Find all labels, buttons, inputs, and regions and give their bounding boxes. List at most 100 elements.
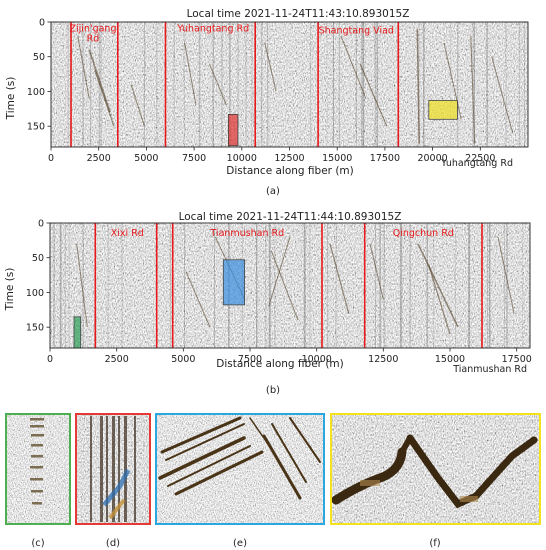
panel-a-trace-stripe xyxy=(518,22,520,147)
panel-b-trace-stripe xyxy=(214,223,215,348)
panel-b-trace-stripe xyxy=(409,223,411,348)
panel-b-trace-stripe xyxy=(82,223,84,348)
panel-a-vehicle-trace xyxy=(130,84,145,127)
panel-a-trace-stripe xyxy=(156,22,158,147)
panel-a-trace-stripe xyxy=(67,22,69,147)
panel-b-vehicle-trace xyxy=(268,236,291,307)
panel-b-x-tick-label: 0 xyxy=(47,354,53,365)
panel-a-trace-stripe xyxy=(198,22,201,147)
panel-a-trace-stripe xyxy=(361,22,363,147)
panel-b-x-tick-label: 12500 xyxy=(368,354,398,365)
zoom-panel-c: (c) xyxy=(5,413,71,549)
panel-b-trace-stripe xyxy=(468,223,470,348)
panel-b-y-tick-label: 50 xyxy=(32,253,44,264)
panel-b-trace-stripe xyxy=(469,223,471,348)
panel-a-trace-stripe xyxy=(418,22,420,147)
panel-b-trace-stripe xyxy=(121,223,123,348)
panel-a-vehicle-trace xyxy=(340,35,367,99)
panel-a-trace-stripe xyxy=(261,22,263,147)
panel-a-x-tick-label: 20000 xyxy=(417,153,447,164)
panel-b-trace-stripe xyxy=(426,223,428,348)
panel-b-trace-stripe xyxy=(309,223,311,348)
panel-a-caption: (a) xyxy=(266,186,280,197)
zoom-panel-f-caption: (f) xyxy=(429,538,440,549)
panel-b-road-label: Qingchun Rd xyxy=(393,228,454,239)
zoom-panel-c-border xyxy=(5,413,71,525)
panel-b-trace-stripe xyxy=(61,223,62,348)
panel-a-x-tick-label: 5000 xyxy=(134,153,158,164)
panel-a-trace-stripe xyxy=(338,22,340,147)
panel-a-trace-stripe xyxy=(82,22,84,147)
panel-b-trace-stripe xyxy=(184,223,185,348)
panel-a-road-label: Rd xyxy=(87,33,100,44)
panel-b: Local time 2021-11-24T11:44:10.893015Z X… xyxy=(4,211,532,396)
panel-b-trace-stripe xyxy=(265,223,267,348)
panel-b-trace-stripe xyxy=(433,223,435,348)
panel-a-trace-stripe xyxy=(362,22,364,147)
panel-a-trace-stripe xyxy=(457,22,459,147)
panel-a-trace-stripe xyxy=(486,22,488,147)
panel-b-trace-stripe xyxy=(504,223,505,348)
panel-b-trace-stripe xyxy=(383,223,385,348)
panel-b-x-tick-label: 10000 xyxy=(302,354,332,365)
panel-b-caption: (b) xyxy=(266,385,280,396)
panel-a-vehicle-trace xyxy=(491,56,514,134)
zoom-panel-e: (e) xyxy=(155,413,325,549)
panel-a-vehicle-trace xyxy=(77,35,90,99)
panel-a-trace-stripe xyxy=(245,22,247,147)
panel-a-trace-stripe xyxy=(251,22,253,147)
panel-b-y-tick-label: 0 xyxy=(38,219,44,230)
panel-a-vehicle-trace xyxy=(208,63,227,106)
panel-a-x-tick-label: 2500 xyxy=(87,153,111,164)
panel-a-trace-stripe xyxy=(229,22,231,147)
panel-b-road-label: Xixi Rd xyxy=(111,228,144,239)
panel-b-trace-stripe xyxy=(488,223,491,348)
panel-a-trace-stripe xyxy=(423,22,425,147)
panel-a-road-label: Yuhangtang Rd xyxy=(176,24,249,35)
panel-a-trace-stripe xyxy=(505,22,507,147)
panel-a-trace-stripe xyxy=(221,22,223,147)
panel-b-trace-stripe xyxy=(487,223,488,348)
zoom-panel-f-border xyxy=(330,413,541,525)
panel-b-trace-stripe xyxy=(327,223,329,348)
panel-b-xlabel: Distance along fiber (m) xyxy=(216,358,344,370)
panel-b-title: Local time 2021-11-24T11:44:10.893015Z xyxy=(179,211,402,223)
panel-b-trace-stripe xyxy=(169,223,171,348)
panel-a-vehicle-trace xyxy=(416,28,420,144)
panel-b-x-tick-label: 15000 xyxy=(435,354,465,365)
panel-a-road-label: Zijin'gang xyxy=(70,24,117,35)
panel-a-trace-stripe xyxy=(237,22,239,147)
panel-b-trace-stripe xyxy=(304,223,306,348)
panel-a-vehicle-trace xyxy=(359,63,388,127)
panel-b-trace-stripe xyxy=(400,223,402,348)
panel-a: Local time 2021-11-24T11:43:10.893015Z Z… xyxy=(5,8,529,197)
panel-b-trace-stripe xyxy=(68,223,70,348)
panel-b-vehicle-trace xyxy=(76,243,88,328)
panel-b-vehicle-trace xyxy=(497,236,515,314)
panel-b-x-tick-label: 5000 xyxy=(171,354,195,365)
panel-a-trace-stripe xyxy=(90,22,92,147)
panel-a-trace-stripe xyxy=(267,22,269,147)
panel-b-vehicle-trace xyxy=(329,243,350,314)
panel-a-vehicle-trace xyxy=(94,70,115,127)
panel-a-vehicle-trace xyxy=(264,42,277,92)
panel-b-trace-stripe xyxy=(107,223,109,348)
panel-a-trace-stripe xyxy=(326,22,328,147)
panel-b-trace-stripe xyxy=(256,223,258,348)
panel-a-y-tick-label: 100 xyxy=(27,87,45,98)
panel-a-vehicle-trace xyxy=(88,49,111,113)
panel-b-trace-stripe xyxy=(468,223,470,348)
zoom-panel-e-caption: (e) xyxy=(233,538,247,549)
panel-b-waterfall xyxy=(50,223,530,348)
panel-a-y-tick-label: 50 xyxy=(33,52,45,63)
panel-b-vehicle-trace xyxy=(270,250,299,321)
panel-b-ylabel: Time (s) xyxy=(4,268,16,312)
panel-a-trace-stripe xyxy=(423,22,424,147)
panel-a-x-tick-label: 17500 xyxy=(370,153,400,164)
panel-b-vehicle-trace xyxy=(185,271,211,328)
zoom-panel-d-caption: (d) xyxy=(106,538,120,549)
panel-b-trace-stripe xyxy=(335,223,337,348)
panel-b-x-tick-label: 7500 xyxy=(238,354,262,365)
panel-b-y-tick-label: 150 xyxy=(26,323,44,334)
